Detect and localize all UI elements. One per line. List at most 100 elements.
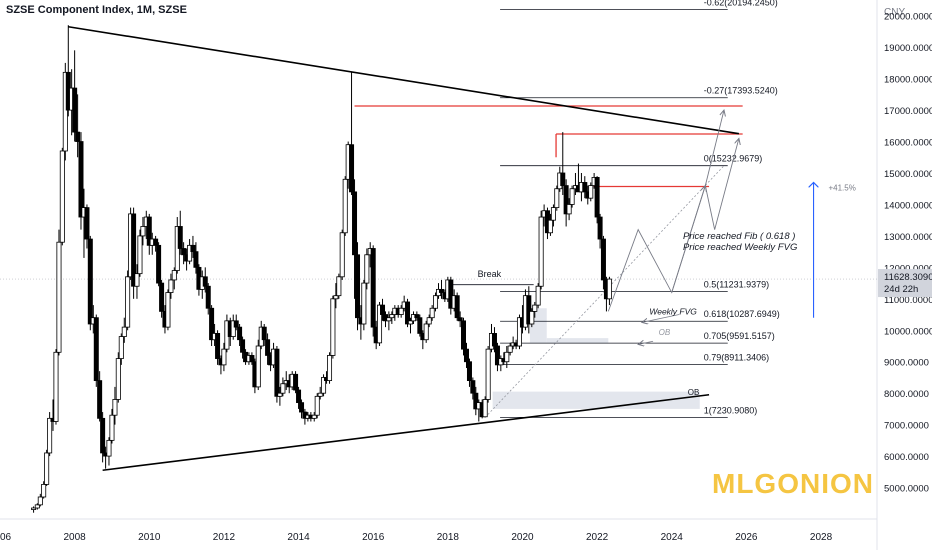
- candle-body: [261, 326, 267, 341]
- y-tick-label: 15000.0000: [884, 169, 932, 180]
- candle-body: [134, 273, 140, 287]
- y-tick-label: 13000.0000: [884, 232, 932, 243]
- percent-label: +41.5%: [828, 183, 855, 192]
- y-tick-label: 16000.0000: [884, 138, 932, 149]
- candle-body: [249, 355, 255, 363]
- ob-zone: [492, 391, 700, 409]
- projection-path-3: [704, 110, 724, 186]
- candle-body: [457, 317, 463, 322]
- candle-body: [221, 348, 227, 366]
- candle-body: [507, 345, 513, 353]
- candle-body: [181, 248, 187, 256]
- y-tick-label: 18000.0000: [884, 75, 932, 86]
- candle-body: [72, 87, 78, 133]
- candle-body: [156, 244, 162, 284]
- y-tick-label: 6000.0000: [884, 452, 929, 463]
- y-tick-label: 5000.0000: [884, 484, 929, 495]
- candle-body: [317, 392, 323, 397]
- candle-body: [405, 301, 411, 325]
- zones: OB: [492, 308, 700, 409]
- price-tag: [878, 269, 932, 298]
- candle-body: [230, 320, 236, 337]
- candle-body: [538, 216, 544, 287]
- candle-body: [299, 402, 305, 413]
- candle-body: [461, 320, 467, 350]
- candle-body: [34, 504, 40, 509]
- candle-body: [321, 377, 327, 394]
- fib-level-label: 0.5(11231.9379): [704, 280, 769, 290]
- fib-retracement: -0.62(20194.2450) -0.27(17393.5240) 0(1523…: [484, 0, 780, 418]
- candle-body: [349, 144, 355, 193]
- candle-body: [78, 141, 84, 218]
- candle-body: [165, 292, 171, 328]
- candle-body: [190, 244, 196, 253]
- fvg-pointer: [642, 314, 680, 323]
- candle-body: [526, 295, 532, 325]
- candle-body: [100, 417, 106, 454]
- candle-body: [311, 414, 317, 419]
- candle-body: [168, 279, 174, 293]
- y-tick-label: 20000.0000: [884, 12, 932, 23]
- y-tick-label: 7000.0000: [884, 421, 929, 432]
- x-tick-label: 2006: [0, 532, 12, 543]
- candle-body: [494, 345, 500, 366]
- candle-body: [355, 254, 361, 319]
- candle-body: [352, 191, 358, 256]
- currency-label: CNY: [884, 7, 905, 18]
- candle-body: [177, 226, 183, 249]
- candle-body: [569, 188, 575, 205]
- note-line-1: Price reached Fib ( 0.618 ): [683, 231, 795, 242]
- candle-body: [339, 232, 345, 278]
- candle-body: [131, 213, 137, 287]
- candle-body: [171, 270, 177, 281]
- candle-body: [560, 172, 566, 186]
- candle-body: [125, 276, 131, 328]
- fib-level-label: 0(15232.9679): [704, 154, 763, 164]
- candle-body: [146, 216, 152, 246]
- candle-body: [93, 317, 99, 382]
- candle-body: [205, 285, 211, 309]
- ascending-trendline: [102, 393, 710, 472]
- candle-body: [187, 244, 193, 262]
- candle-body: [255, 345, 261, 388]
- fib-level-label: -0.27(17393.5240): [704, 86, 778, 96]
- x-tick-label: 2020: [511, 532, 534, 543]
- x-tick-label: 2022: [586, 532, 609, 543]
- candle-body: [106, 439, 112, 457]
- candle-body: [233, 320, 239, 328]
- y-tick-label: 19000.0000: [884, 43, 932, 54]
- fib-level-label: 1(7230.9080): [704, 405, 758, 415]
- candle-body: [470, 380, 476, 394]
- candle-body: [554, 188, 560, 209]
- candle-body: [491, 333, 497, 347]
- candle-body: [516, 317, 522, 347]
- candle-body: [594, 177, 600, 218]
- candle-body: [433, 295, 439, 309]
- annotations: Break Weekly FVG OB Price reached Fib ( 0.6…: [478, 110, 856, 344]
- candle-body: [44, 452, 50, 485]
- candle-body: [454, 295, 460, 319]
- x-tick-label: 2024: [661, 532, 684, 543]
- candle-body: [202, 276, 208, 287]
- candle-body: [209, 307, 215, 341]
- candle-body: [566, 204, 572, 215]
- candle-body: [87, 238, 93, 325]
- candle-body: [389, 314, 395, 319]
- projection-path-2: [671, 138, 739, 293]
- candle-body: [364, 254, 370, 284]
- candle-body: [159, 282, 165, 312]
- candle-body: [597, 216, 603, 240]
- candle-body: [327, 355, 333, 382]
- candle-body: [482, 399, 488, 418]
- candle-body: [414, 314, 420, 319]
- candle-body: [547, 219, 553, 234]
- candle-body: [417, 317, 423, 334]
- candle-body: [314, 395, 320, 416]
- candle-body: [84, 207, 90, 240]
- break-label: Break: [478, 269, 502, 279]
- candle-body: [137, 235, 143, 275]
- candle-body: [193, 251, 199, 268]
- x-tick-label: 2014: [287, 532, 310, 543]
